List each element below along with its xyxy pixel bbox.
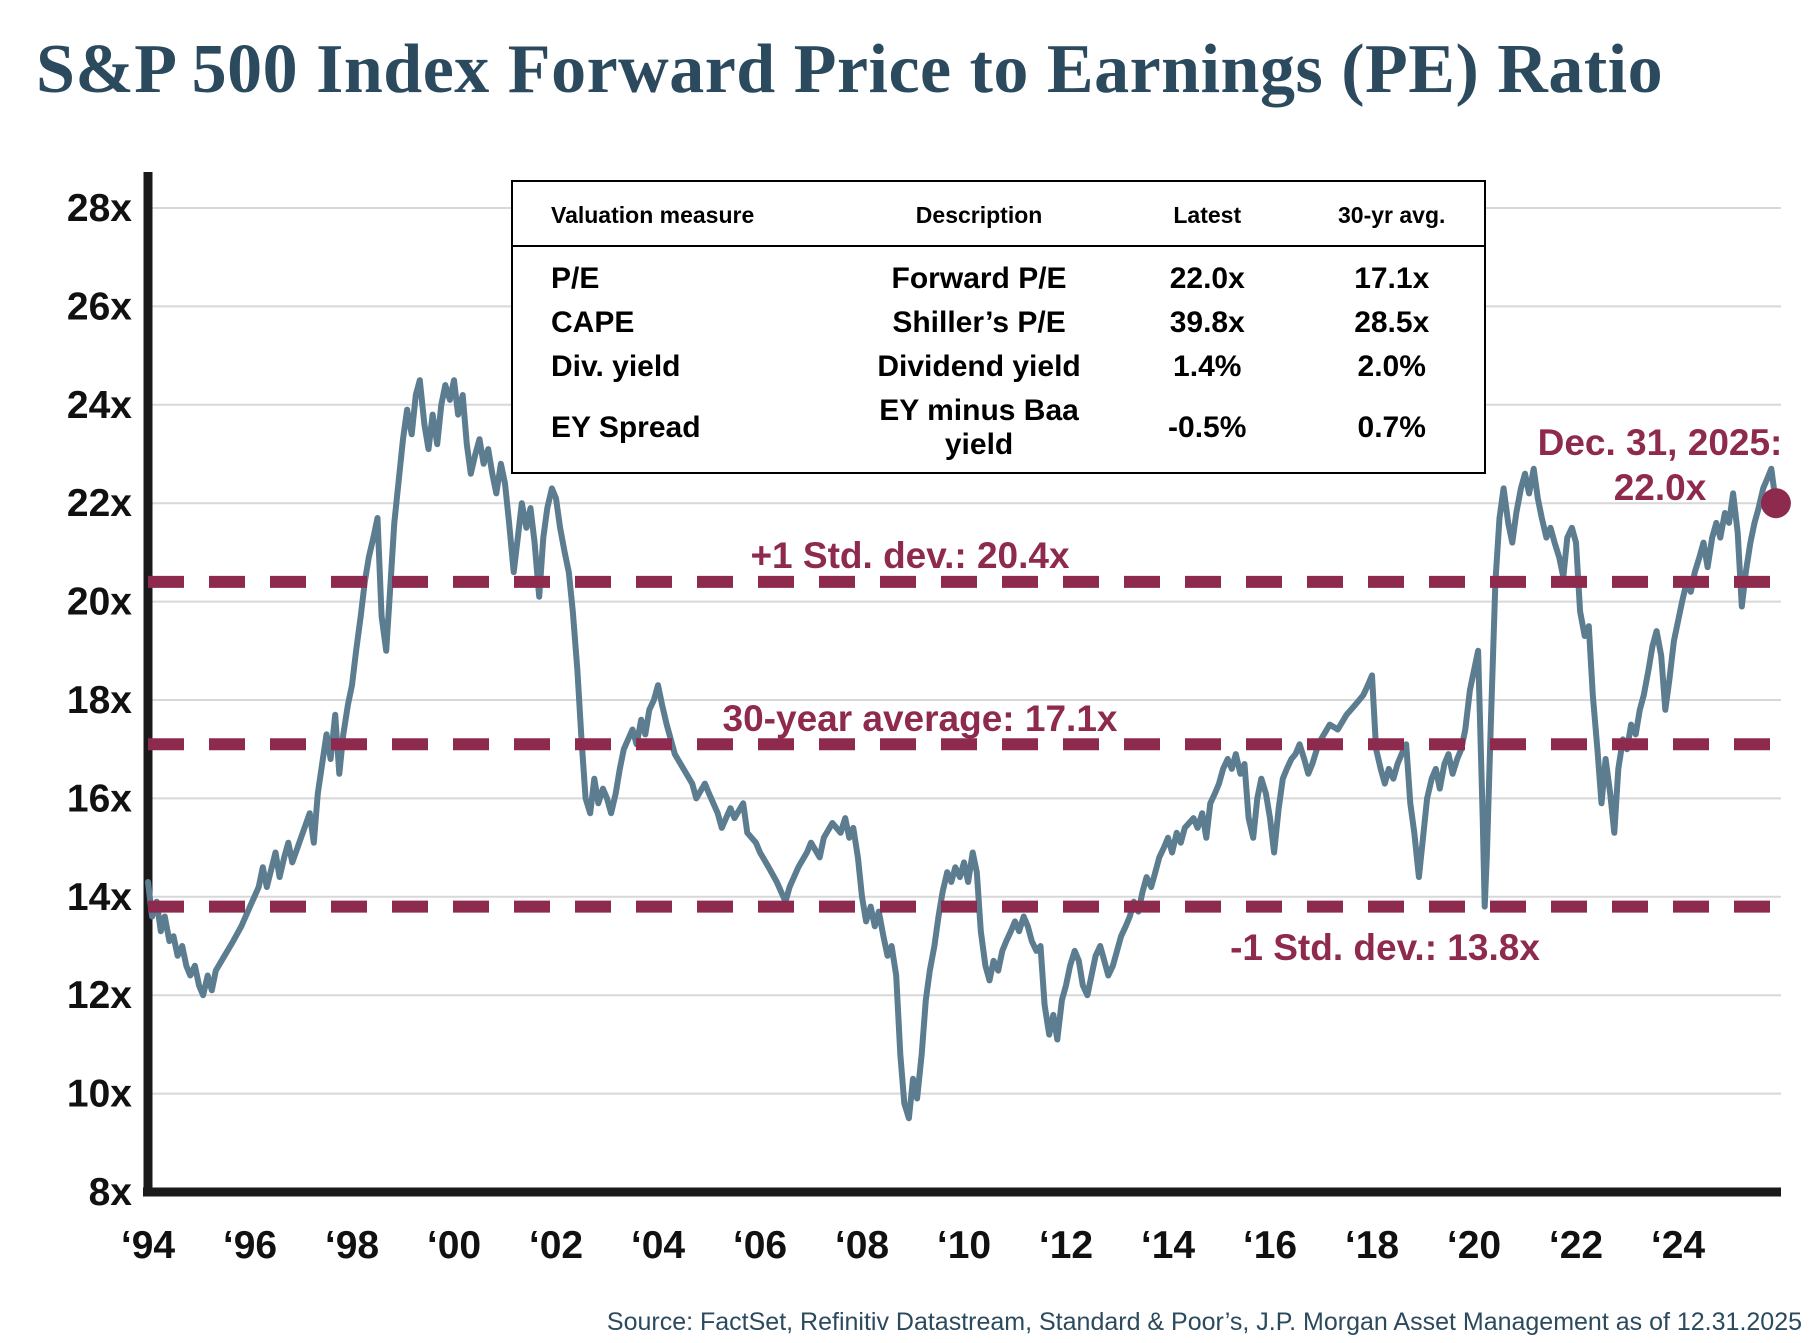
- y-axis-tick-label: 12x: [67, 974, 132, 1017]
- table-cell: Forward P/E: [891, 262, 1067, 295]
- x-axis-tick-label: ‘96: [223, 1224, 277, 1267]
- table-header-description: Description: [915, 202, 1043, 228]
- x-axis-tick-label: ‘22: [1549, 1224, 1603, 1267]
- x-axis-tick-label: ‘16: [1243, 1224, 1297, 1267]
- y-axis-tick-label: 24x: [67, 384, 132, 427]
- table-cell: 1.4%: [1173, 350, 1242, 383]
- table-cell: EY minus Baa yield: [879, 394, 1079, 461]
- table-cell: 2.0%: [1357, 350, 1426, 383]
- page-title: S&P 500 Index Forward Price to Earnings …: [36, 31, 1664, 108]
- plus1-stddev-label: +1 Std. dev.: 20.4x: [750, 535, 1070, 576]
- latest-value-number: 22.0x: [1613, 467, 1707, 508]
- table-cell: Dividend yield: [877, 350, 1081, 383]
- table-row: CAPE Shiller’s P/E 39.8x 28.5x: [513, 301, 1484, 345]
- table-header-valuation-measure: Valuation measure: [551, 202, 755, 228]
- table-header-latest: Latest: [1173, 202, 1242, 228]
- x-axis-tick-label: ‘00: [427, 1224, 481, 1267]
- y-axis-tick-label: 14x: [67, 876, 132, 919]
- pe-ratio-series-line: [145, 377, 1779, 1122]
- table-cell: Shiller’s P/E: [892, 306, 1066, 339]
- x-axis-tick-label: ‘10: [937, 1224, 991, 1267]
- table-cell: P/E: [551, 262, 600, 295]
- table-row: Div. yield Dividend yield 1.4% 2.0%: [513, 345, 1484, 389]
- y-axis-tick-label: 10x: [67, 1073, 132, 1116]
- x-axis-tick-label: ‘04: [631, 1224, 686, 1267]
- x-axis-tick-label: ‘20: [1447, 1224, 1501, 1267]
- y-axis-tick-label: 26x: [67, 285, 132, 328]
- table-cell: 17.1x: [1354, 262, 1430, 295]
- valuation-table-header-row: Valuation measure Description Latest 30-…: [513, 182, 1484, 229]
- table-cell: Div. yield: [551, 350, 681, 383]
- latest-value-dot: [1760, 488, 1791, 519]
- x-axis-tick-label: ‘94: [121, 1224, 176, 1267]
- table-row: EY Spread EY minus Baa yield -0.5% 0.7%: [513, 389, 1484, 467]
- x-axis-tick-label: ‘14: [1141, 1224, 1196, 1267]
- table-row: P/E Forward P/E 22.0x 17.1x: [513, 257, 1484, 301]
- x-axis-tick-label: ‘18: [1345, 1224, 1399, 1267]
- x-axis-tick-label: ‘12: [1039, 1224, 1093, 1267]
- x-axis-tick-label: ‘02: [529, 1224, 583, 1267]
- table-cell: 0.7%: [1357, 411, 1426, 444]
- y-axis-tick-label: 28x: [67, 187, 132, 230]
- table-header-30yr-avg: 30-yr avg.: [1338, 202, 1446, 228]
- x-axis-tick-label: ‘24: [1651, 1224, 1706, 1267]
- valuation-table: Valuation measure Description Latest 30-…: [511, 180, 1486, 474]
- table-cell: 22.0x: [1169, 262, 1245, 295]
- y-axis-tick-label: 16x: [67, 777, 132, 820]
- table-cell: -0.5%: [1168, 411, 1247, 444]
- x-axis-tick-label: ‘98: [325, 1224, 379, 1267]
- y-axis-tick-label: 20x: [67, 581, 132, 624]
- table-header-divider: [513, 245, 1484, 247]
- table-cell: CAPE: [551, 306, 635, 339]
- 30yr-average-label: 30-year average: 17.1x: [722, 698, 1118, 739]
- table-cell: EY Spread: [551, 411, 701, 444]
- y-axis-tick-label: 8x: [89, 1171, 133, 1214]
- latest-value-date: Dec. 31, 2025:: [1537, 422, 1783, 463]
- table-cell: 28.5x: [1354, 306, 1430, 339]
- x-axis-tick-label: ‘08: [835, 1224, 889, 1267]
- table-cell: 39.8x: [1169, 306, 1245, 339]
- y-axis-tick-label: 22x: [67, 482, 132, 525]
- source-note: Source: FactSet, Refinitiv Datastream, S…: [606, 1308, 1802, 1336]
- y-axis-tick-label: 18x: [67, 679, 132, 722]
- minus1-stddev-label: -1 Std. dev.: 13.8x: [1230, 927, 1540, 968]
- x-axis-tick-label: ‘06: [733, 1224, 787, 1267]
- latest-value-callout: Dec. 31, 2025: 22.0x: [1488, 420, 1811, 510]
